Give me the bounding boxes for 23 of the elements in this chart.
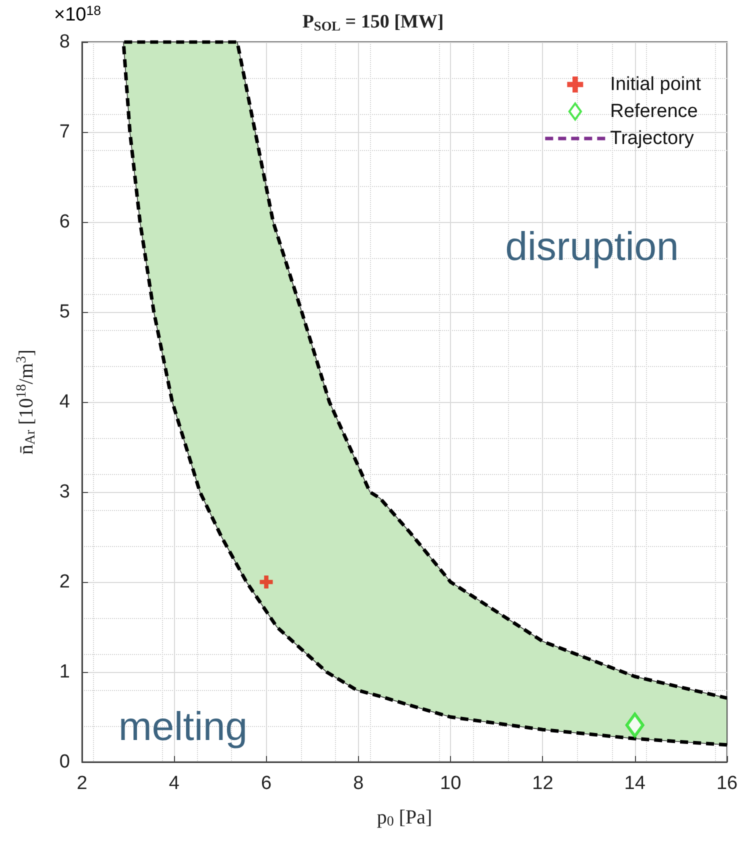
x-tick-label: 6: [260, 773, 272, 794]
y-tick-label: 1: [59, 662, 70, 682]
legend-label: Reference: [610, 101, 698, 122]
x-tick-label: 2: [76, 773, 88, 794]
x-tick-label: 8: [353, 773, 364, 794]
legend-label: Initial point: [610, 74, 702, 95]
y-tick-label: 5: [59, 302, 70, 322]
x-tick-label: 16: [716, 773, 738, 794]
y-tick-label: 2: [59, 572, 70, 592]
y-tick-label: 6: [59, 212, 70, 232]
annotation: disruption: [505, 225, 679, 269]
x-tick-label: 10: [440, 773, 462, 794]
x-tick-label: 14: [624, 773, 646, 794]
annotation: melting: [118, 705, 248, 749]
y-tick-label: 0: [59, 752, 70, 772]
y-tick-label: 3: [59, 482, 70, 502]
y-tick-label: 7: [59, 122, 70, 142]
x-tick-label: 4: [168, 773, 180, 794]
y-tick-label: 4: [59, 392, 70, 412]
y-tick-label: 8: [59, 32, 70, 52]
y-axis-title: n̄Ar [1018/m3]: [14, 349, 38, 455]
legend-label: Trajectory: [610, 128, 694, 149]
x-tick-label: 12: [532, 773, 554, 794]
